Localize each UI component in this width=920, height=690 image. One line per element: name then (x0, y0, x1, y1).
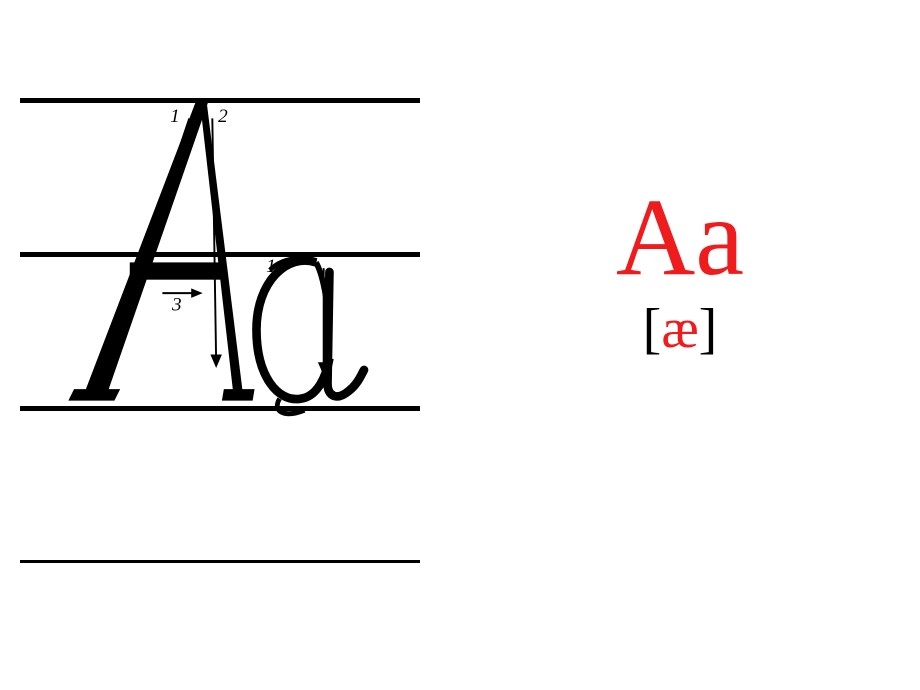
stroke-label-1: 1 (170, 106, 180, 127)
stroke-2-arrowhead (210, 355, 222, 368)
stroke-1-guide (103, 118, 189, 377)
stroke-label-3: 3 (171, 294, 182, 315)
uppercase-a-crossbar (130, 262, 226, 279)
uppercase-a-right-stroke (200, 101, 243, 395)
phonetic-symbol: æ (661, 298, 698, 360)
lowercase-stroke-label-1: 1 (266, 256, 276, 277)
uppercase-a-left-serif (68, 389, 120, 401)
phonetic-bracket-right: ] (699, 298, 718, 360)
stroke-3-arrowhead (191, 288, 203, 298)
stroke-label-2: 2 (218, 106, 228, 127)
phonetic-bracket-left: [ (643, 298, 662, 360)
letter-info-panel: Aa [æ] (500, 180, 860, 358)
letter-display: Aa (500, 180, 860, 296)
stroke-2-guide (212, 118, 216, 362)
phonetic-transcription: [æ] (500, 300, 860, 359)
lowercase-a-cursive (256, 258, 364, 413)
guideline-bottom (20, 560, 420, 563)
uppercase-a-right-serif (222, 389, 255, 401)
letters-drawing: 1 2 3 1 (20, 80, 420, 560)
handwriting-guide-panel: 1 2 3 1 (20, 80, 420, 560)
